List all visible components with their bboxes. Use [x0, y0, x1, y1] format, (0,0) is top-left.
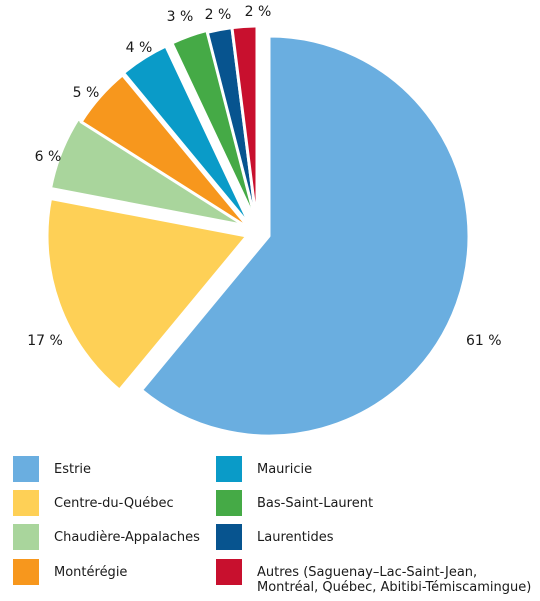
pie-value-label: 6 % — [35, 149, 62, 165]
legend-swatch — [13, 490, 39, 516]
legend-item: Estrie — [13, 456, 91, 482]
legend-item: Mauricie — [216, 456, 312, 482]
pie-value-label: 2 % — [205, 7, 232, 23]
legend-label: Bas-Saint-Laurent — [257, 496, 374, 511]
legend-label: Mauricie — [257, 462, 313, 477]
legend-item: Chaudière-Appalaches — [13, 524, 200, 550]
pie-slice — [230, 24, 259, 228]
pie-slice — [140, 34, 471, 438]
legend-item: Montérégie — [13, 559, 127, 585]
pie-value-label: 61 % — [466, 333, 502, 349]
legend-item: Laurentides — [216, 524, 333, 550]
legend-swatch — [216, 490, 242, 516]
pie-slice — [170, 28, 259, 226]
pie-slice — [122, 44, 253, 229]
legend-swatch — [216, 456, 242, 482]
legend-swatch — [216, 559, 242, 585]
pie-value-label: 5 % — [73, 85, 100, 101]
pie-slice — [79, 73, 252, 231]
legend-item: Autres (Saguenay–Lac-Saint-Jean, Montréa… — [216, 559, 531, 595]
legend-label: Laurentides — [257, 530, 334, 545]
pie-slice — [49, 117, 249, 228]
pie-value-label: 3 % — [167, 9, 194, 25]
pie-slice — [45, 197, 249, 392]
pie-chart: 61 % 17 % 6 % 5 % 4 % 3 % 2 % 2 % — [27, 4, 502, 438]
legend-label: Autres (Saguenay–Lac-Saint-Jean, Montréa… — [257, 565, 532, 595]
pie-slices — [45, 24, 471, 438]
pie-value-label: 4 % — [126, 40, 153, 56]
legend: Estrie Centre-du-Québec Chaudière-Appala… — [0, 450, 540, 601]
pie-labels: 61 % 17 % 6 % 5 % 4 % 3 % 2 % 2 % — [27, 4, 501, 349]
legend-swatch — [13, 524, 39, 550]
legend-label: Estrie — [54, 462, 92, 477]
pie-value-label: 2 % — [245, 4, 272, 20]
legend-label: Montérégie — [54, 565, 128, 580]
legend-item: Centre-du-Québec — [13, 490, 174, 516]
legend-swatch — [216, 524, 242, 550]
legend-label: Centre-du-Québec — [54, 496, 174, 511]
legend-item: Bas-Saint-Laurent — [216, 490, 373, 516]
legend-label: Chaudière-Appalaches — [54, 530, 200, 545]
legend-swatch — [13, 456, 39, 482]
legend-swatch — [13, 559, 39, 585]
pie-value-label: 17 % — [27, 333, 63, 349]
